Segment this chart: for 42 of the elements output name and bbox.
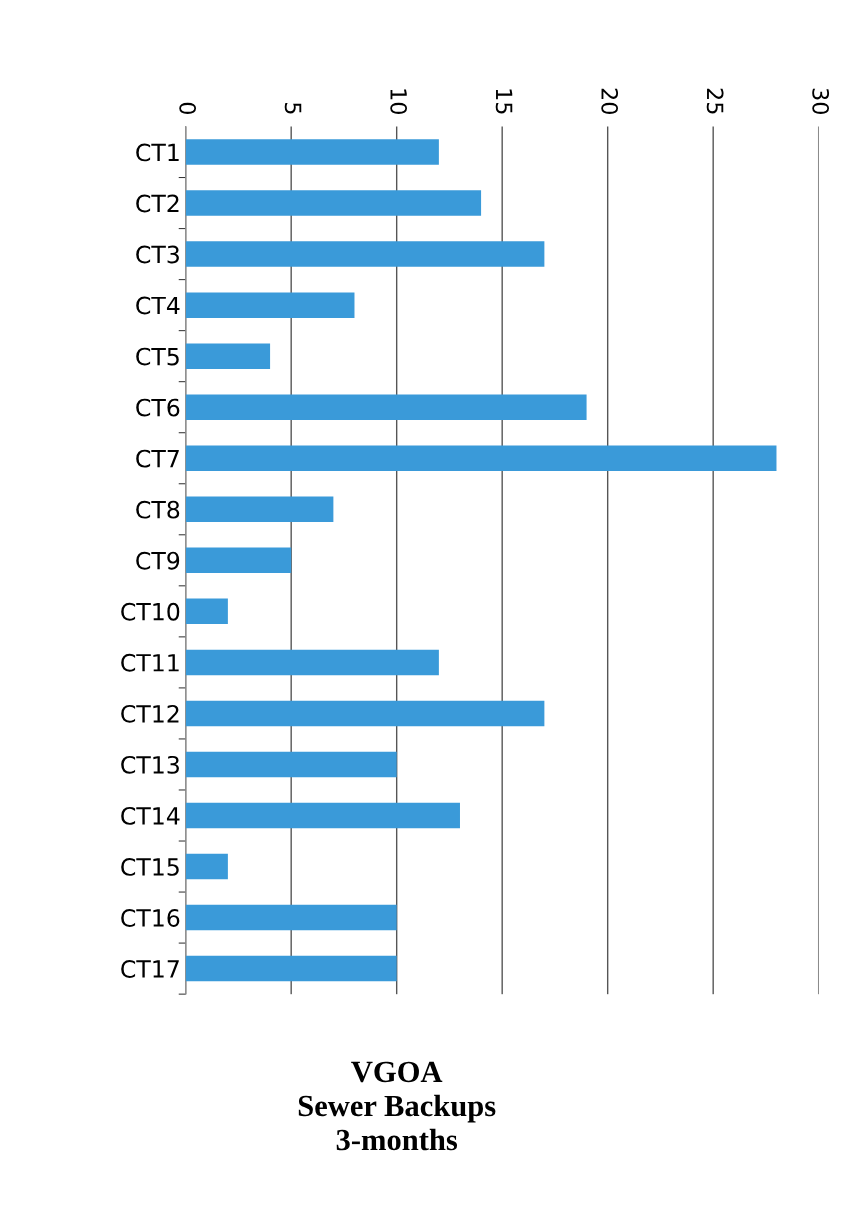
bar: [185, 292, 355, 318]
text: VGOA Sewer Backups 3-months: [298, 1061, 496, 1151]
bar: [185, 343, 271, 369]
y-tick-label: CT3: [136, 245, 179, 264]
y-tick-label: CT13: [121, 755, 179, 774]
y-tick-label: CT5: [136, 347, 179, 366]
y-tick-label: CT12: [121, 704, 179, 723]
bar: [185, 547, 292, 574]
y-tick-label: CT11: [121, 653, 179, 672]
x-tick-label: 15: [495, 89, 513, 114]
y-tick-label: CT15: [121, 857, 179, 876]
x-tick-label: 10: [390, 89, 408, 114]
bar: [185, 955, 397, 982]
y-tick-label: CT8: [136, 500, 180, 519]
bar: [185, 496, 334, 523]
y-tick-label: CT14: [121, 806, 180, 825]
y-tick-label: CT6: [136, 398, 180, 417]
bar: [185, 802, 460, 829]
bar: [185, 139, 439, 165]
y-tick-label: CT16: [121, 909, 180, 927]
bar: [185, 445, 777, 472]
x-tick-label: 30: [812, 88, 830, 114]
x-tick-label: 5: [284, 102, 302, 114]
bar: [185, 853, 228, 880]
y-tick-label: CT17: [121, 960, 179, 978]
y-tick-label: CT7: [136, 449, 179, 468]
bar: [185, 700, 545, 727]
bar: [185, 241, 545, 267]
bar: [185, 190, 482, 216]
x-tick-label: 20: [601, 88, 619, 114]
y-tick-label: CT10: [121, 602, 180, 621]
y-tick-label: CT1: [136, 143, 179, 162]
bar: [185, 394, 587, 420]
x-tick-label: 25: [706, 88, 724, 114]
bar: [185, 751, 397, 778]
x-tick-label: 0: [179, 102, 197, 114]
y-tick-label: CT4: [136, 296, 180, 315]
y-tick-label: CT9: [136, 551, 180, 570]
bar: [185, 649, 439, 676]
bar: [185, 598, 228, 625]
bar: [185, 904, 397, 931]
y-tick-label: CT2: [136, 194, 179, 213]
